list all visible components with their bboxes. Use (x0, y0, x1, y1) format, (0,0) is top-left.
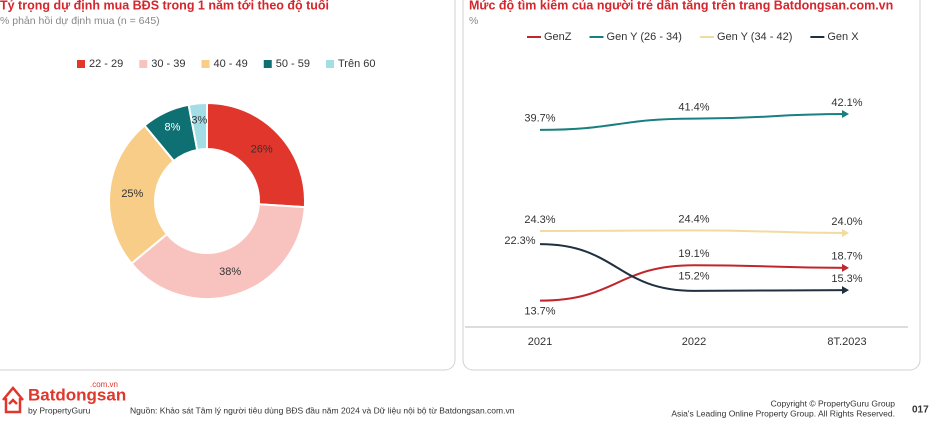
source: Nguồn: Khảo sát Tâm lý người tiêu dùng B… (130, 405, 515, 415)
data-label: 18.7% (831, 251, 862, 263)
data-label: 26% (251, 144, 273, 156)
arrow-head (842, 110, 849, 119)
legend-label: Gen Y (26 - 34) (607, 31, 682, 43)
legend-swatch (201, 60, 210, 68)
x-tick-label: 2022 (682, 336, 706, 348)
data-label: 38% (219, 266, 241, 278)
legend-label: 30 - 39 (151, 58, 185, 70)
data-label: 41.4% (678, 102, 709, 114)
legend-swatch (77, 60, 85, 68)
donut-title: Tỷ trọng dự định mua BĐS trong 1 năm tới… (0, 0, 329, 12)
line-subtitle: % (469, 15, 478, 27)
brand-by: by PropertyGuru (28, 405, 91, 415)
arrow-head (842, 263, 849, 272)
right-panel (462, 0, 921, 371)
series-line (539, 229, 848, 234)
donut-slice (187, 101, 208, 152)
legend-label: 22 - 29 (89, 58, 123, 70)
donut-slice (130, 203, 306, 300)
legend-label: Trên 60 (338, 58, 376, 70)
brand: Batdongsan (28, 385, 126, 404)
legend-swatch (263, 60, 272, 68)
data-label: 15.2% (678, 271, 709, 283)
data-label: 8% (165, 122, 181, 134)
data-label: 25% (121, 188, 143, 200)
donut-slice (206, 101, 306, 209)
legend-label: Gen X (827, 31, 859, 43)
legend-swatch (139, 60, 148, 68)
rights: Asia's Leading Online Property Group. Al… (671, 408, 895, 418)
data-label: 42.1% (831, 97, 862, 109)
data-label: 24.3% (524, 214, 555, 226)
page-number: 017 (912, 405, 929, 416)
legend-label: 40 - 49 (214, 58, 248, 70)
legend-swatch (326, 60, 334, 68)
x-tick-label: 2021 (528, 336, 552, 348)
data-label: 22.3% (504, 235, 535, 247)
legend-label: Gen Y (34 - 42) (717, 31, 792, 43)
series-line (539, 113, 848, 131)
left-panel (0, 0, 456, 371)
series-line (539, 243, 848, 292)
donut-slice (108, 124, 176, 265)
logo (2, 386, 24, 414)
data-label: 19.1% (678, 248, 709, 260)
copyright: Copyright © PropertyGuru Group (771, 398, 896, 408)
data-label: 13.7% (524, 306, 555, 318)
donut-subtitle: % phản hồi dự định mua (n = 645) (0, 15, 160, 27)
line-title: Mức độ tìm kiếm của người trẻ dần tăng t… (469, 0, 893, 12)
brand-suffix: .com.vn (90, 380, 118, 389)
data-label: 15.3% (831, 273, 862, 285)
data-label: 39.7% (524, 113, 555, 125)
series-line (539, 264, 848, 302)
x-tick-label: 8T.2023 (827, 336, 866, 348)
arrow-head (842, 286, 849, 295)
legend-label: GenZ (544, 31, 572, 43)
arrow-head (842, 229, 849, 237)
legend-label: 50 - 59 (276, 58, 310, 70)
data-label: 24.4% (678, 213, 709, 225)
data-label: 3% (191, 114, 207, 126)
data-label: 24.0% (831, 216, 862, 228)
